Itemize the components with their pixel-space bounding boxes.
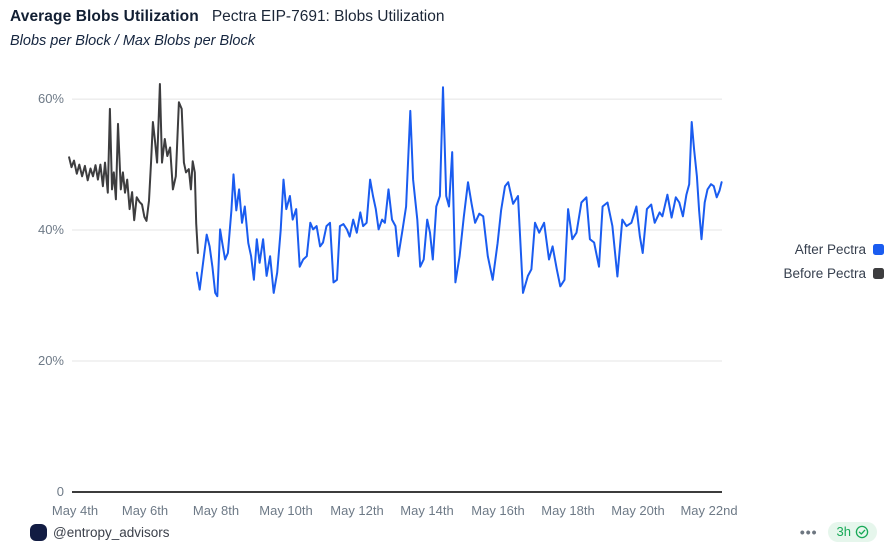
footer-actions: ••• 3h <box>800 522 877 542</box>
chart-header: Average Blobs Utilization Pectra EIP-769… <box>10 8 444 49</box>
more-menu-icon[interactable]: ••• <box>799 524 818 540</box>
chart-subtitle: Blobs per Block / Max Blobs per Block <box>10 33 255 49</box>
x-tick-label: May 12th <box>330 503 384 518</box>
x-tick-label: May 18th <box>541 503 595 518</box>
chart-legend: After Pectra Before Pectra <box>783 242 884 281</box>
x-tick-label: May 22nd <box>680 503 738 518</box>
timestamp: 3h <box>836 524 851 539</box>
series-line-after-pectra <box>195 86 723 298</box>
series-line-before-pectra <box>68 83 199 254</box>
verified-check-icon <box>855 525 869 538</box>
x-tick-label: May 6th <box>121 503 169 518</box>
legend-swatch-gray <box>873 268 884 279</box>
avatar[interactable] <box>30 524 47 541</box>
x-tick-label: May 10th <box>259 503 313 518</box>
timestamp-badge[interactable]: 3h <box>827 522 877 542</box>
page-title: Average Blobs Utilization <box>10 8 199 25</box>
page-title-secondary: Pectra EIP-7691: Blobs Utilization <box>211 8 445 25</box>
x-tick-label: May 4th <box>51 503 99 518</box>
y-tick-label: 0 <box>56 484 64 499</box>
x-tick-label: May 20th <box>611 503 665 518</box>
x-tick-label: May 14th <box>400 503 454 518</box>
attribution: @entropy_advisors <box>30 524 170 541</box>
legend-swatch-blue <box>873 244 884 255</box>
y-tick-label: 20% <box>37 353 64 369</box>
legend-label: After Pectra <box>794 242 866 257</box>
x-tick-label: May 16th <box>471 503 525 518</box>
legend-label: Before Pectra <box>783 266 866 281</box>
legend-item-after-pectra: After Pectra <box>795 242 884 257</box>
author-handle[interactable]: @entropy_advisors <box>53 525 170 540</box>
x-tick-label: May 8th <box>192 503 240 518</box>
legend-item-before-pectra: Before Pectra <box>783 266 884 281</box>
y-tick-label: 60% <box>37 91 64 107</box>
y-tick-label: 40% <box>37 222 64 238</box>
